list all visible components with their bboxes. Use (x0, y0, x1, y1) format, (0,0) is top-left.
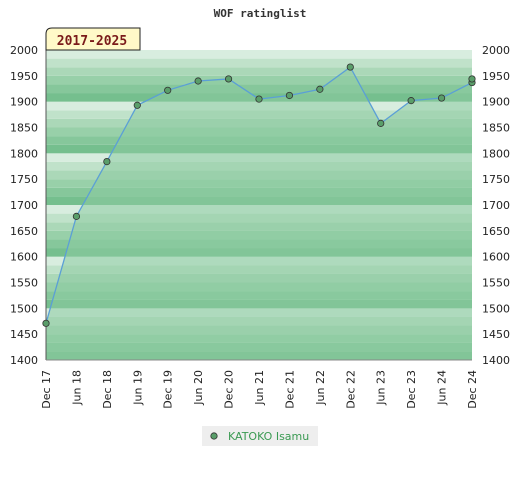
x-tick-label: Dec 20 (223, 370, 236, 409)
rating-line (45, 66, 473, 324)
x-tick-label: Dec 21 (283, 370, 296, 409)
data-point (468, 75, 476, 83)
band (46, 84, 472, 94)
axes (45, 50, 472, 361)
y-tick-label: 1750 (10, 173, 38, 186)
data-point (377, 119, 385, 127)
band (46, 50, 472, 59)
y-tick-label: 1550 (10, 277, 38, 290)
y-tick-label: 1600 (482, 251, 510, 264)
y-tick-label: 1800 (482, 147, 510, 160)
y-tick-label: 1650 (482, 225, 510, 238)
data-point (285, 91, 294, 100)
band (46, 75, 472, 85)
y-tick-label: 1450 (10, 328, 38, 341)
x-tick-label: Dec 22 (344, 370, 357, 409)
data-point (316, 85, 324, 93)
area-fill (46, 67, 472, 361)
period-badge-text: 2017-2025 (57, 34, 127, 49)
data-point (437, 94, 446, 102)
y-tick-label: 1450 (482, 328, 510, 341)
y-tick-label: 1800 (10, 147, 38, 160)
data-point (224, 75, 233, 83)
y-tick-label: 1850 (10, 122, 38, 135)
x-tick-label: Dec 17 (40, 370, 53, 409)
data-point (194, 77, 202, 85)
band (46, 58, 472, 68)
data-point (42, 319, 50, 327)
data-point (255, 95, 263, 103)
y-tick-label: 1500 (482, 302, 510, 315)
y-tick-label: 1650 (10, 225, 38, 238)
y-tick-label: 2000 (482, 44, 510, 57)
band (46, 67, 472, 76)
x-tick-label: Dec 24 (466, 370, 479, 409)
data-point (164, 86, 172, 94)
y-axis-right: 1400 1450 1500 1550 1600 1650 1700 1750 1800 1850… (482, 44, 510, 367)
y-tick-label: 1400 (482, 354, 510, 367)
x-tick-label: Jun 23 (375, 370, 388, 406)
y-tick-label: 1550 (482, 277, 510, 290)
y-tick-label: 1950 (482, 70, 510, 83)
y-tick-label: 1950 (10, 70, 38, 83)
data-point (133, 101, 141, 109)
x-tick-label: Dec 19 (162, 370, 175, 409)
y-axis-left: 1400 1450 1500 1550 1600 1650 1700 1750 1800 1850… (10, 44, 38, 367)
y-tick-label: 1700 (10, 199, 38, 212)
chart-title: WOF ratinglist (214, 7, 307, 20)
legend: KATOKO Isamu (202, 426, 318, 446)
x-tick-label: Dec 18 (101, 370, 114, 409)
y-tick-label: 1850 (482, 122, 510, 135)
data-point (346, 63, 354, 71)
data-point (407, 97, 415, 105)
y-tick-label: 2000 (10, 44, 38, 57)
y-tick-label: 1900 (10, 96, 38, 109)
x-tick-label: Jun 20 (192, 370, 205, 406)
y-tick-label: 1600 (10, 251, 38, 264)
x-tick-label: Jun 22 (314, 370, 327, 406)
data-point (103, 158, 111, 166)
y-tick-label: 1900 (482, 96, 510, 109)
x-tick-label: Jun 18 (70, 370, 83, 406)
x-tick-label: Dec 23 (405, 370, 418, 409)
y-tick-label: 1500 (10, 302, 38, 315)
rating-area (45, 66, 473, 361)
y-tick-label: 1750 (482, 173, 510, 186)
data-point (72, 212, 81, 220)
x-tick-label: Jun 21 (253, 370, 266, 406)
period-badge: 2017-2025 (45, 27, 141, 51)
y-tick-label: 1400 (10, 354, 38, 367)
x-tick-label: Jun 19 (131, 370, 144, 406)
legend-entry: KATOKO Isamu (228, 430, 309, 443)
x-axis: Dec 17 Jun 18 Dec 18 Jun 19 Dec 19 Jun 20 Dec … (40, 370, 479, 409)
data-points (42, 63, 476, 327)
x-tick-label: Jun 24 (436, 370, 449, 406)
legend-marker (210, 432, 218, 440)
y-tick-label: 1700 (482, 199, 510, 212)
